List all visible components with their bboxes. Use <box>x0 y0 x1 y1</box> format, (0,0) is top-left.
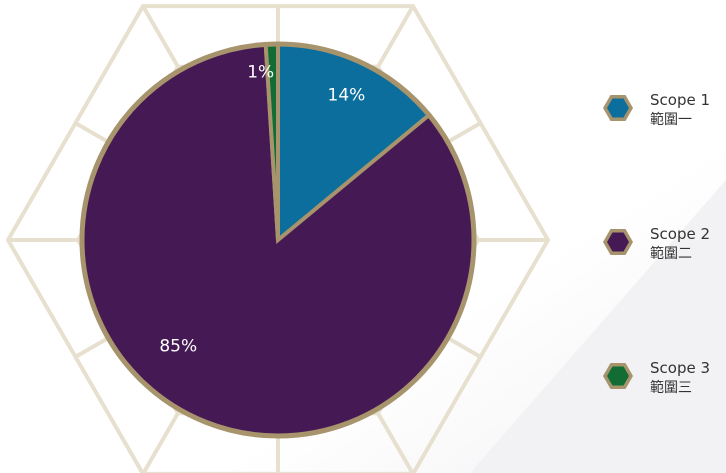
legend-label: Scope 3 <box>650 359 711 377</box>
legend-label: Scope 1 <box>650 91 711 109</box>
legend-sublabel: 範圍二 <box>650 246 692 262</box>
legend-sublabel: 範圍三 <box>650 380 692 396</box>
legend-item-scope-1[interactable]: Scope 1 範圍一 <box>598 78 726 138</box>
legend-sublabel: 範圍一 <box>650 112 692 128</box>
pie-label-scope-2: 85% <box>159 336 197 356</box>
pie-label-scope-3: 1% <box>247 63 274 83</box>
pie-rim <box>79 41 477 439</box>
hexagon-icon <box>603 229 633 255</box>
hexagon-icon <box>603 95 633 121</box>
legend-item-scope-3[interactable]: Scope 3 範圍三 <box>598 346 726 406</box>
legend-item-scope-2[interactable]: Scope 2 範圍二 <box>598 212 726 272</box>
pie-label-scope-1: 14% <box>328 86 366 106</box>
hexagon-icon <box>603 363 633 389</box>
legend-label: Scope 2 <box>650 225 711 243</box>
pie-labels: 14% 85% 1% <box>159 63 365 357</box>
